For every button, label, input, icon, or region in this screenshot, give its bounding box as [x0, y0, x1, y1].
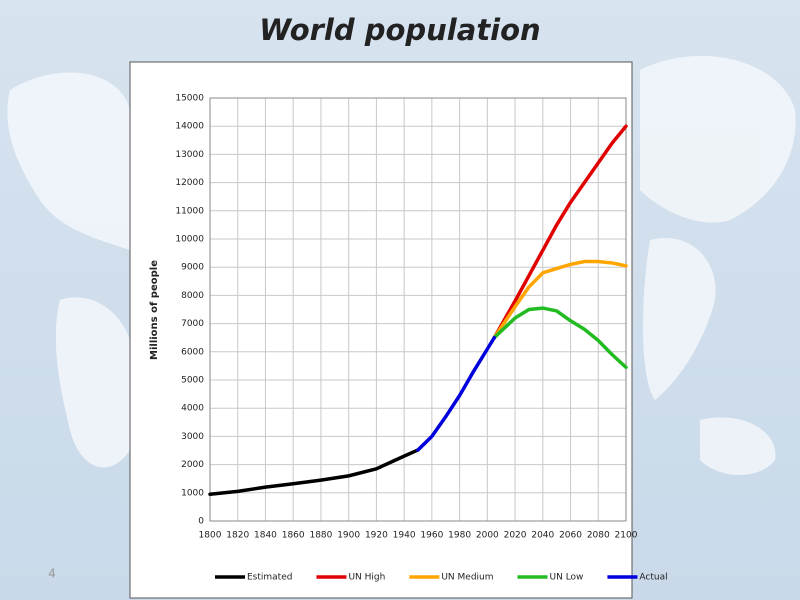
y-tick-label: 4000	[181, 404, 204, 414]
legend-label: Estimated	[247, 573, 292, 583]
legend-label: Actual	[639, 573, 667, 583]
series-line	[208, 448, 420, 496]
y-tick-label: 7000	[181, 319, 204, 329]
x-tick-label: 1860	[282, 531, 305, 541]
series-line	[492, 306, 628, 370]
y-tick-label: 2000	[181, 460, 204, 470]
x-tick-label: 2000	[476, 531, 499, 541]
y-tick-label: 8000	[181, 291, 204, 301]
x-tick-label: 1820	[226, 531, 249, 541]
y-tick-label: 5000	[181, 376, 204, 386]
slide-number: 4	[48, 567, 56, 581]
x-tick-label: 2080	[587, 531, 610, 541]
series-line	[492, 124, 628, 340]
y-tick-label: 0	[198, 517, 204, 527]
series-line	[416, 335, 497, 452]
y-tick-label: 11000	[175, 206, 204, 216]
y-tick-label: 6000	[181, 347, 204, 357]
y-tick-label: 14000	[175, 122, 204, 132]
x-tick-label: 1800	[199, 531, 222, 541]
legend-label: UN High	[348, 573, 385, 583]
y-tick-label: 13000	[175, 150, 204, 160]
y-tick-label: 10000	[175, 235, 204, 245]
x-tick-label: 2060	[559, 531, 582, 541]
x-tick-label: 1900	[337, 531, 360, 541]
x-tick-label: 2040	[531, 531, 554, 541]
legend-label: UN Medium	[441, 573, 493, 583]
x-tick-label: 1840	[254, 531, 277, 541]
series-line	[492, 259, 628, 340]
y-tick-label: 12000	[175, 178, 204, 188]
x-tick-label: 2100	[615, 531, 638, 541]
legend-label: UN Low	[550, 573, 584, 583]
y-tick-label: 15000	[175, 94, 204, 104]
y-tick-label: 1000	[181, 488, 204, 498]
plot-frame	[209, 97, 627, 522]
x-tick-label: 2020	[504, 531, 527, 541]
y-tick-label: 9000	[181, 263, 204, 273]
x-tick-label: 1880	[309, 531, 332, 541]
x-tick-label: 1920	[365, 531, 388, 541]
x-tick-label: 1980	[448, 531, 471, 541]
x-tick-label: 1940	[393, 531, 416, 541]
y-axis-label: Millions of people	[149, 260, 160, 360]
chart-panel	[129, 61, 633, 599]
world-map	[7, 55, 796, 475]
slide-title: World population	[259, 13, 540, 47]
x-tick-label: 1960	[420, 531, 443, 541]
y-tick-label: 3000	[181, 432, 204, 442]
